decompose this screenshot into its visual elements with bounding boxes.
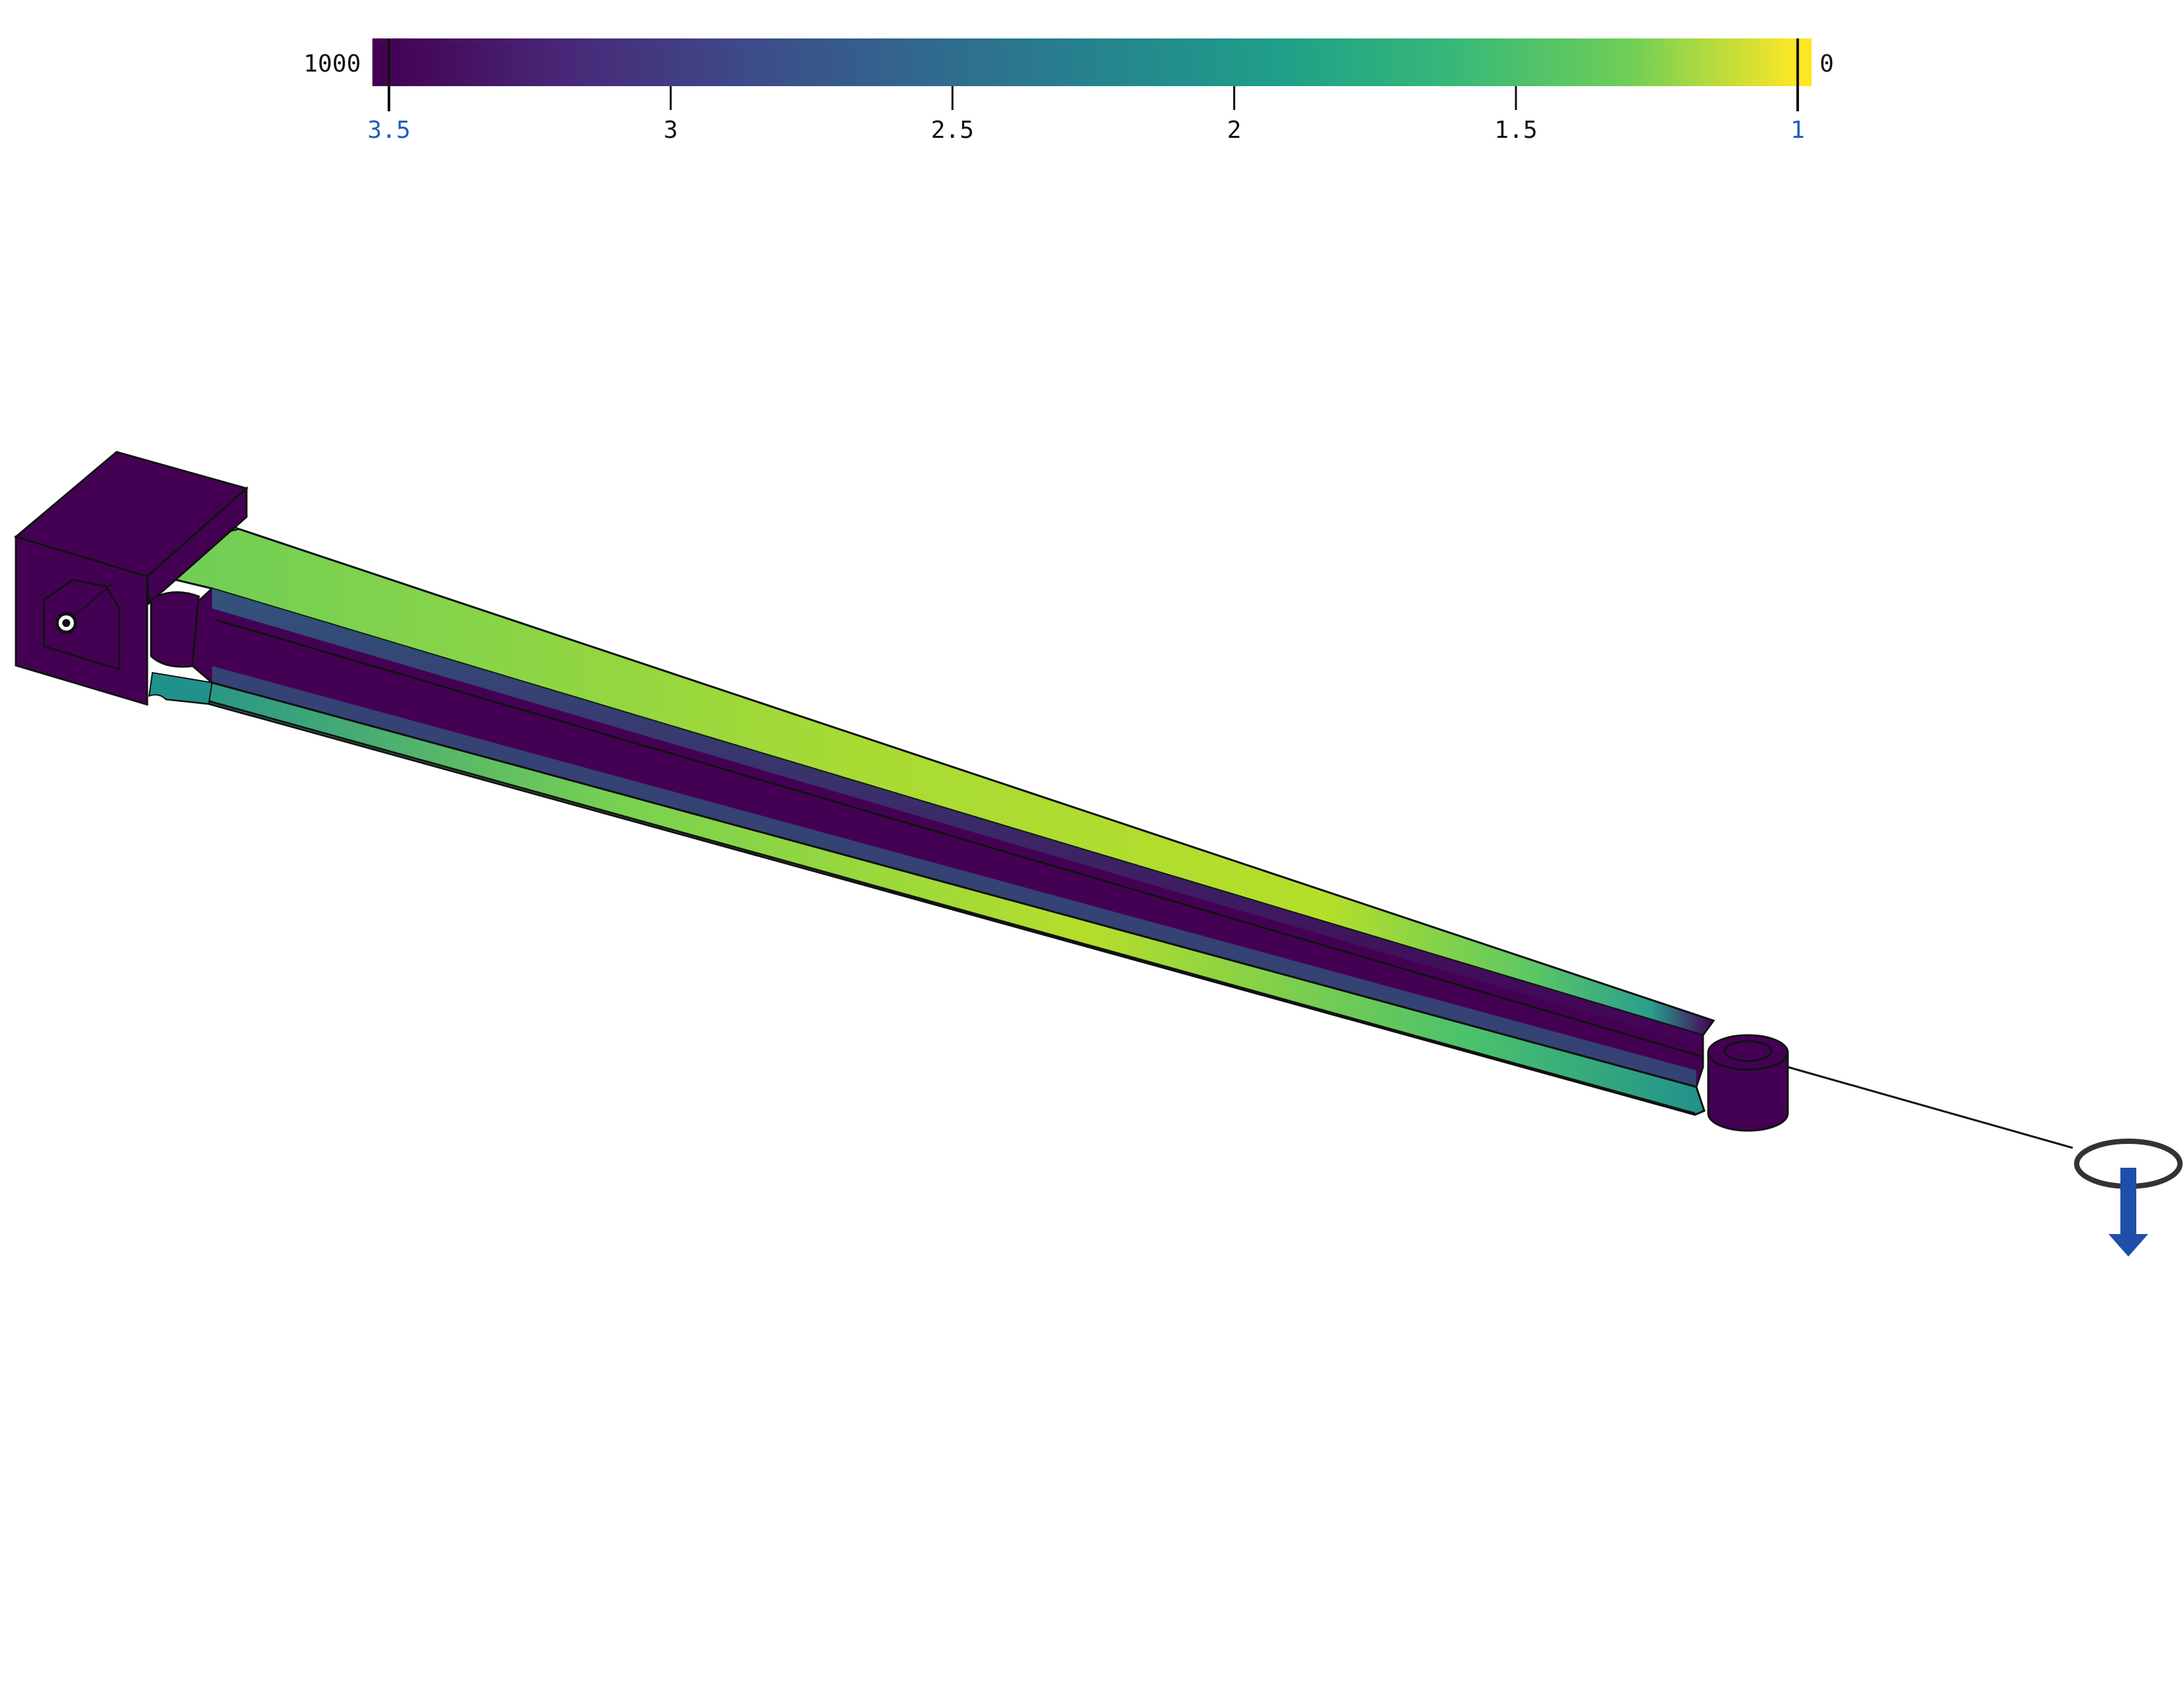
mount-fillet-lower — [148, 671, 213, 705]
mount-pocket — [42, 579, 121, 671]
arm-top-face[interactable] — [161, 528, 1716, 1037]
arm-edge-lines — [208, 618, 1702, 1115]
arm-eye-boss[interactable] — [1707, 1034, 1789, 1132]
colorbar-left-value[interactable]: 1000 — [303, 50, 361, 78]
arm-eye-hole — [1723, 1040, 1773, 1062]
colorbar-tick-label-0[interactable]: 3.5 — [367, 117, 411, 144]
mount-block-side[interactable] — [146, 486, 248, 606]
colorbar-right-swatch — [1797, 38, 1812, 86]
colorbar-ticks — [388, 38, 1799, 111]
arm-channel-upper-band — [212, 589, 1703, 1046]
colorbar-tick-label-2: 2.5 — [930, 117, 974, 144]
load-leader-line — [1787, 1066, 2073, 1149]
mount-block-channel-entry — [150, 591, 200, 668]
colorbar-gradient — [386, 38, 1797, 86]
fixed-support-icon[interactable] — [55, 612, 78, 634]
colorbar-left-swatch — [372, 38, 386, 86]
mount-block-front[interactable] — [15, 535, 148, 706]
colorbar-tick-label-4: 1.5 — [1494, 117, 1538, 144]
colorbar-tick-label-1: 3 — [663, 117, 679, 144]
colorbar-tick-label-3: 2 — [1227, 117, 1242, 144]
load-arrow-icon[interactable] — [2108, 1168, 2148, 1257]
arm-bottom-face[interactable] — [165, 681, 1706, 1116]
colorbar-right-value[interactable]: 0 — [1820, 50, 1834, 78]
arm-channel-lower-band — [212, 666, 1696, 1087]
colorbar-legend: 1000 0 3.5 3 2.5 2 1.5 1 — [0, 0, 2184, 172]
colorbar-tick-label-5[interactable]: 1 — [1790, 117, 1805, 144]
colorbar[interactable] — [0, 0, 2184, 133]
